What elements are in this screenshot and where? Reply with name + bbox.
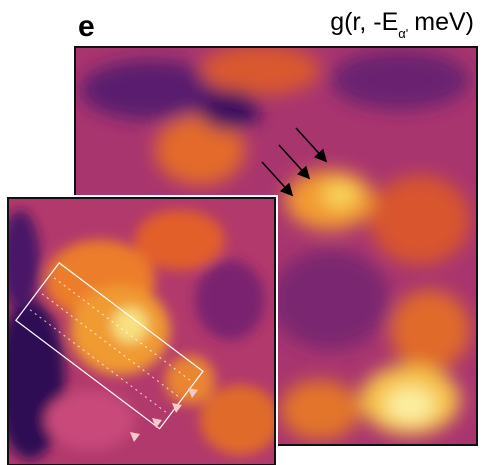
title-main: g(r, -E (330, 8, 398, 36)
panel-label: e (78, 10, 95, 43)
title-unit: meV) (414, 8, 474, 36)
panel-title: g(r, -Eα' meV) (330, 8, 474, 41)
inset-map (0, 198, 280, 465)
figure-panel: e g(r, -Eα' meV) (0, 0, 483, 465)
title-subscript: α' (398, 26, 408, 41)
